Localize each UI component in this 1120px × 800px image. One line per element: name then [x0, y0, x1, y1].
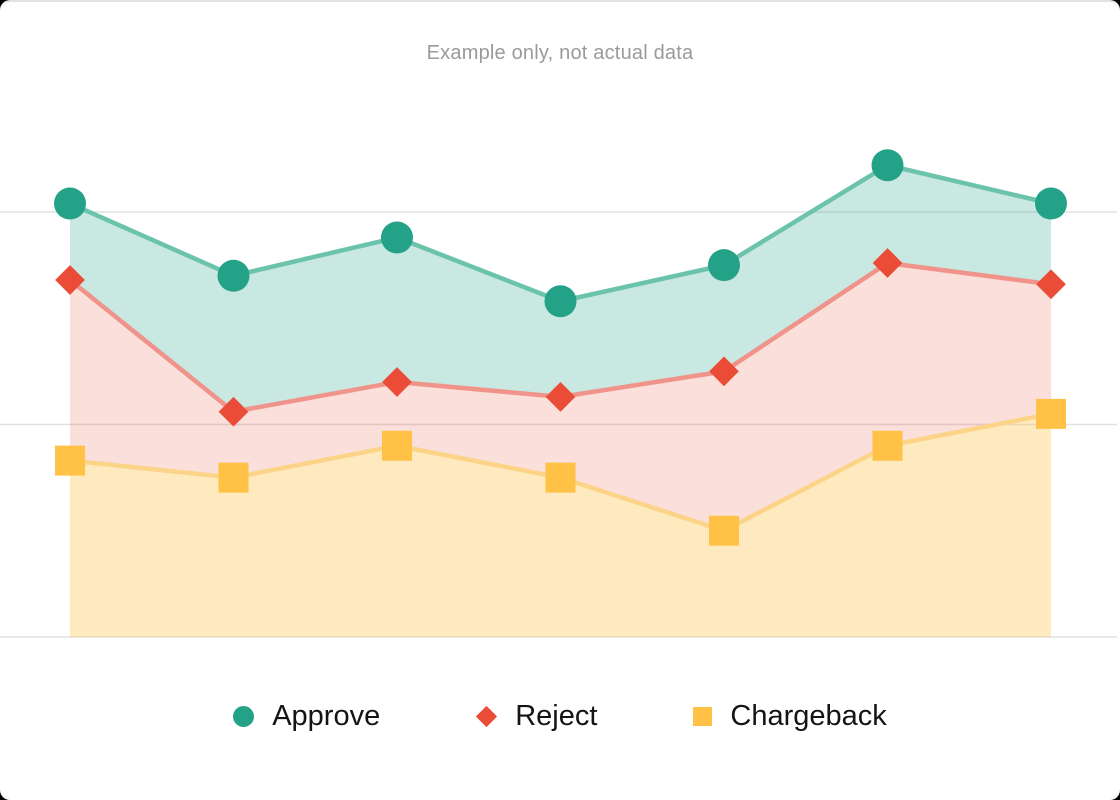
chargeback-marker [709, 515, 739, 546]
reject-marker [218, 396, 249, 427]
reject-marker [872, 248, 903, 278]
reject-marker [55, 265, 85, 295]
chargeback-legend-square-icon [693, 707, 713, 726]
approve-marker [217, 259, 250, 292]
chargeback-marker [872, 430, 903, 461]
legend-label: Chargeback [730, 700, 887, 732]
chargeback-marker [1036, 398, 1066, 429]
chart-legend: Approve Reject Chargeback [0, 700, 1120, 733]
approve-marker [381, 221, 413, 254]
chargeback-marker [545, 462, 576, 493]
approve-marker [544, 285, 577, 318]
legend-item-reject[interactable]: Reject [476, 700, 597, 733]
approve-marker [708, 249, 740, 282]
legend-item-chargeback[interactable]: Chargeback [693, 700, 887, 733]
chargeback-marker [218, 462, 249, 493]
chargeback-marker [382, 430, 412, 461]
reject-legend-diamond-icon [476, 705, 498, 728]
reject-marker [382, 367, 412, 397]
legend-item-approve[interactable]: Approve [233, 700, 380, 733]
reject-marker [545, 382, 576, 412]
chargeback-area [70, 413, 1051, 637]
approve-legend-circle-icon [233, 706, 255, 727]
approve-marker [1035, 187, 1067, 220]
approve-marker [54, 187, 86, 220]
legend-label: Approve [272, 700, 381, 732]
chargeback-marker [55, 445, 85, 476]
approve-marker [871, 149, 904, 182]
legend-label: Reject [515, 700, 598, 732]
reject-marker [709, 356, 739, 387]
chart-title: Example only, not actual data [426, 42, 694, 64]
reject-marker [1036, 269, 1066, 300]
approve-area [70, 165, 1051, 412]
